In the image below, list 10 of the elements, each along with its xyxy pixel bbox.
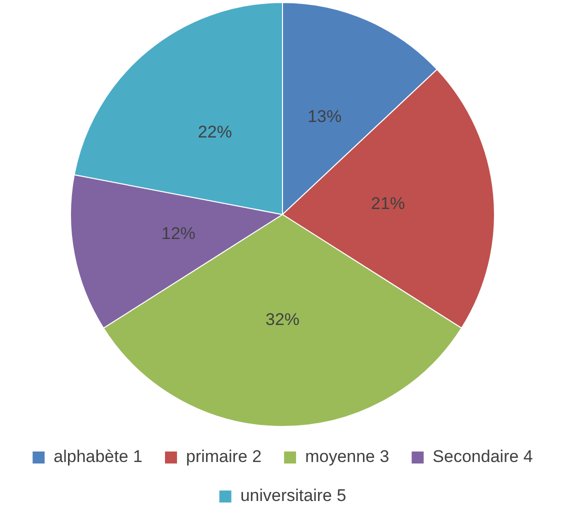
data-label: 22% <box>198 122 232 142</box>
data-label: 21% <box>371 194 406 214</box>
data-label: 13% <box>308 106 342 126</box>
legend-label: alphabète 1 <box>54 447 143 466</box>
legend-label: universitaire 5 <box>240 486 346 506</box>
legend-label: primaire 2 <box>186 447 262 466</box>
legend-label: moyenne 3 <box>305 447 390 466</box>
legend-label: Secondaire 4 <box>432 447 533 466</box>
data-label: 12% <box>161 224 196 244</box>
data-label: 32% <box>265 310 300 330</box>
